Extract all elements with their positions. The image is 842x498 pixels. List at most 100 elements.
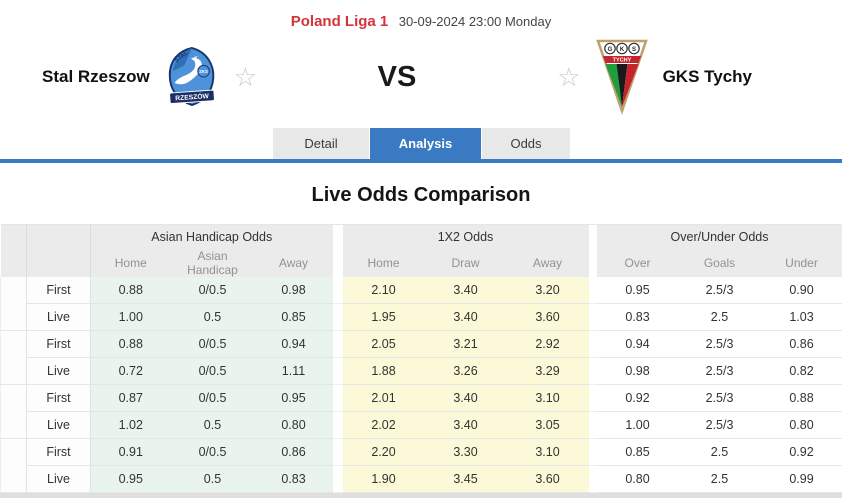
- odds-cell: 0.83: [255, 466, 333, 493]
- odds-cell: 1.95: [343, 304, 425, 331]
- home-favorite-star-icon[interactable]: ☆: [234, 64, 257, 90]
- away-logo-letter-k: K: [619, 47, 624, 53]
- subheader-ou-over: Over: [597, 249, 679, 277]
- odds-cell: 3.26: [425, 358, 507, 385]
- odds-cell: 3.60: [507, 466, 589, 493]
- odds-cell: 0.95: [597, 277, 679, 304]
- spacer: [333, 412, 343, 439]
- away-team-name: GKS Tychy: [663, 67, 752, 87]
- odds-cell: 0.86: [761, 331, 842, 358]
- odds-row: First 0.91 0/0.5 0.86 2.20 3.30 3.10 0.8…: [1, 439, 842, 466]
- spacer: [333, 466, 343, 493]
- odds-cell: 0.85: [255, 304, 333, 331]
- odds-cell: 0.94: [597, 331, 679, 358]
- odds-cell: 3.40: [425, 304, 507, 331]
- spacer: [333, 358, 343, 385]
- section-title: Live Odds Comparison: [0, 184, 842, 207]
- odds-cell: 0.5: [171, 304, 255, 331]
- spacer: [589, 331, 597, 358]
- odds-cell: 0.5: [171, 466, 255, 493]
- odds-cell: 0.95: [91, 466, 171, 493]
- odds-cell: 0.85: [597, 439, 679, 466]
- odds-cell: 0.86: [255, 439, 333, 466]
- group-header-asian-handicap: Asian Handicap Odds: [91, 225, 333, 249]
- subheader-1x2-home: Home: [343, 249, 425, 277]
- odds-cell: 0/0.5: [171, 439, 255, 466]
- odds-cell: 3.30: [425, 439, 507, 466]
- stage-column-header: [27, 225, 91, 277]
- odds-cell: 0.92: [597, 385, 679, 412]
- spacer: [589, 385, 597, 412]
- away-team-logo: G K S TYCHY: [594, 39, 650, 115]
- teams-row: Stal Rzeszow STAL ZKS RZESZÓW ☆ VS ☆ G K…: [0, 35, 842, 119]
- home-team-logo: STAL ZKS RZESZÓW: [163, 46, 221, 108]
- odds-cell: 3.40: [425, 385, 507, 412]
- odds-cell: 2.02: [343, 412, 425, 439]
- tab-detail[interactable]: Detail: [273, 128, 369, 159]
- tab-analysis[interactable]: Analysis: [370, 128, 481, 159]
- odds-cell: 3.29: [507, 358, 589, 385]
- spacer: [589, 225, 597, 277]
- away-favorite-star-icon[interactable]: ☆: [557, 64, 580, 90]
- odds-cell: 0.98: [597, 358, 679, 385]
- match-header-bar: Poland Liga 1 30-09-2024 23:00 Monday: [0, 0, 842, 31]
- odds-cell: 2.5/3: [679, 412, 761, 439]
- odds-cell: 0/0.5: [171, 358, 255, 385]
- odds-cell: 0.80: [761, 412, 842, 439]
- subheader-ah-away: Away: [255, 249, 333, 277]
- odds-cell: 2.5/3: [679, 385, 761, 412]
- odds-cell: 0.90: [761, 277, 842, 304]
- home-team-name: Stal Rzeszow: [42, 67, 150, 87]
- tab-odds[interactable]: Odds: [482, 128, 570, 159]
- stage-label: Live: [27, 304, 91, 331]
- odds-cell: 0.83: [597, 304, 679, 331]
- stage-label: Live: [27, 358, 91, 385]
- subheader-1x2-away: Away: [507, 249, 589, 277]
- league-name: Poland Liga 1: [291, 13, 389, 30]
- odds-cell: 2.5/3: [679, 331, 761, 358]
- odds-cell: 3.10: [507, 439, 589, 466]
- spacer: [333, 225, 343, 277]
- group-header-1x2: 1X2 Odds: [343, 225, 589, 249]
- bookmaker-cell: [1, 331, 27, 385]
- odds-row: First 0.88 0/0.5 0.98 2.10 3.40 3.20 0.9…: [1, 277, 842, 304]
- odds-cell: 2.01: [343, 385, 425, 412]
- odds-cell: 3.40: [425, 277, 507, 304]
- odds-cell: 0.82: [761, 358, 842, 385]
- spacer: [333, 304, 343, 331]
- spacer: [589, 304, 597, 331]
- away-team-block: ☆ G K S TYCHY GKS Tychy: [426, 39, 842, 115]
- spacer: [333, 277, 343, 304]
- home-logo-text-zks: ZKS: [199, 69, 208, 74]
- away-logo-letter-g: G: [607, 47, 612, 53]
- odds-cell: 0.94: [255, 331, 333, 358]
- odds-cell: 0.80: [597, 466, 679, 493]
- odds-cell: 2.5: [679, 466, 761, 493]
- odds-cell: 3.45: [425, 466, 507, 493]
- spacer: [333, 331, 343, 358]
- subheader-ou-under: Under: [761, 249, 842, 277]
- stage-label: First: [27, 439, 91, 466]
- spacer: [589, 412, 597, 439]
- odds-cell: 3.21: [425, 331, 507, 358]
- stage-label: First: [27, 277, 91, 304]
- odds-cell: 2.20: [343, 439, 425, 466]
- odds-cell: 0.95: [255, 385, 333, 412]
- odds-cell: 0.92: [761, 439, 842, 466]
- odds-cell: 0/0.5: [171, 331, 255, 358]
- spacer: [589, 358, 597, 385]
- odds-cell: 1.88: [343, 358, 425, 385]
- odds-cell: 0/0.5: [171, 385, 255, 412]
- spacer: [589, 277, 597, 304]
- odds-cell: 3.10: [507, 385, 589, 412]
- subheader-ah-handicap: Asian Handicap: [171, 249, 255, 277]
- odds-cell: 2.5/3: [679, 277, 761, 304]
- odds-cell: 0.98: [255, 277, 333, 304]
- odds-cell: 1.11: [255, 358, 333, 385]
- stage-label: Live: [27, 412, 91, 439]
- odds-cell: 2.10: [343, 277, 425, 304]
- odds-cell: 2.05: [343, 331, 425, 358]
- stage-label: Live: [27, 466, 91, 493]
- odds-cell: 0.99: [761, 466, 842, 493]
- group-header-over-under: Over/Under Odds: [597, 225, 842, 249]
